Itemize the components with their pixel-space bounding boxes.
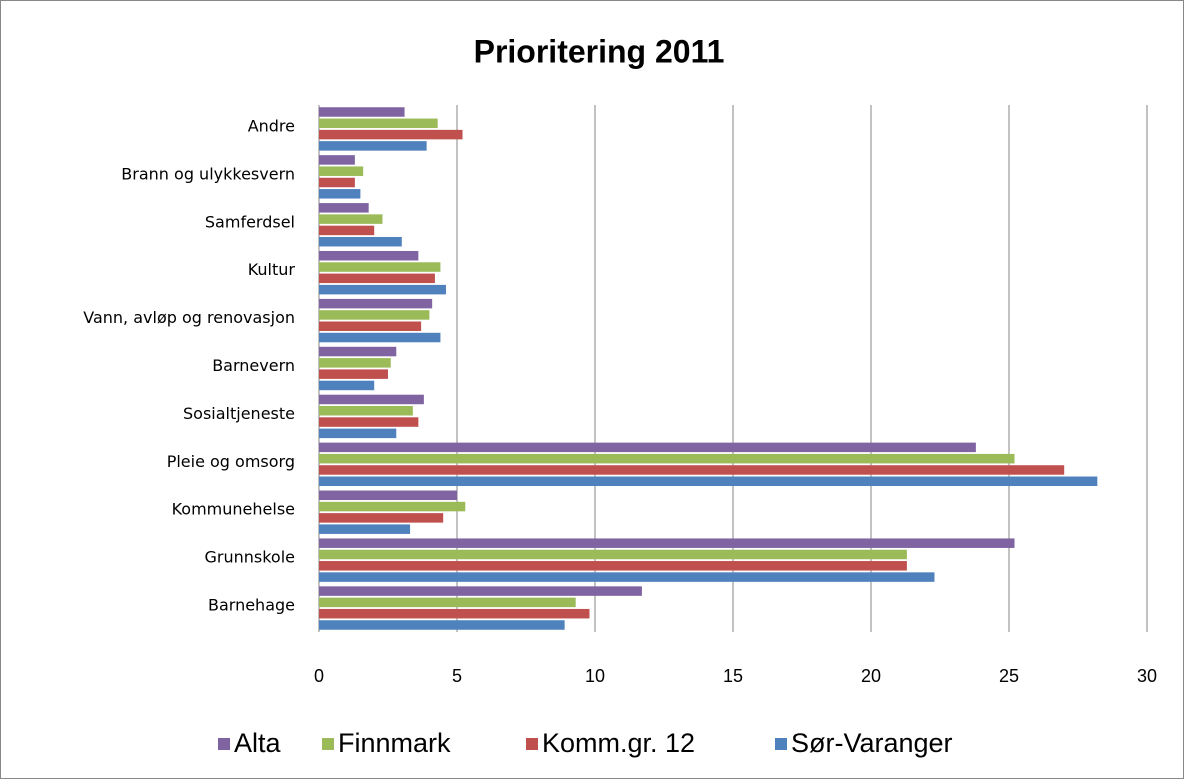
bar (319, 417, 419, 427)
bar (319, 586, 642, 596)
bar (319, 380, 375, 391)
legend-label: Alta (234, 728, 282, 758)
bar (319, 428, 397, 439)
bar (319, 225, 375, 236)
bar (319, 273, 435, 284)
bar (319, 608, 590, 619)
bar (319, 129, 463, 140)
bar (319, 107, 405, 117)
bar (319, 203, 369, 213)
x-tick-label: 5 (452, 666, 462, 686)
y-tick-label: Barnehage (208, 596, 295, 615)
bar (319, 476, 1098, 487)
y-tick-label: Samferdsel (205, 212, 295, 231)
x-tick-label: 10 (585, 666, 605, 686)
bar (319, 369, 388, 379)
bar (319, 118, 438, 129)
bar (319, 406, 413, 416)
bar (319, 155, 355, 165)
x-tick-label: 0 (314, 666, 324, 686)
bar (319, 214, 383, 224)
y-tick-label: Sosialtjeneste (183, 404, 295, 423)
y-tick-label: Kommunehelse (172, 500, 295, 519)
bar (319, 513, 444, 523)
bar (319, 166, 364, 176)
legend-swatch (322, 738, 334, 750)
bar (319, 332, 441, 343)
y-tick-label: Barnevern (212, 356, 295, 375)
bar (319, 394, 424, 405)
y-tick-label: Kultur (248, 260, 296, 279)
bar (319, 442, 976, 453)
x-tick-label: 15 (723, 666, 743, 686)
bar (319, 490, 457, 501)
legend-swatch (775, 738, 787, 750)
bar (319, 236, 402, 247)
bar (319, 453, 1015, 464)
y-tick-label: Grunnskole (204, 548, 295, 567)
chart-title: Prioritering 2011 (474, 33, 725, 69)
bar (319, 538, 1015, 548)
legend-swatch (526, 738, 538, 750)
legend-label: Sør-Varanger (791, 728, 953, 758)
y-tick-label: Brann og ulykkesvern (121, 164, 295, 183)
bar (319, 549, 907, 560)
legend-label: Finnmark (338, 728, 451, 758)
bar (319, 346, 397, 357)
bar (319, 358, 391, 368)
bar (319, 321, 422, 331)
bar (319, 177, 355, 188)
y-tick-label: Pleie og omsorg (167, 452, 295, 471)
bar (319, 284, 446, 295)
y-tick-label: Vann, avløp og renovasjon (83, 308, 295, 327)
bar (319, 620, 565, 630)
bar (319, 189, 361, 199)
bar (319, 262, 441, 272)
x-tick-label: 30 (1137, 666, 1157, 686)
x-tick-label: 20 (861, 666, 881, 686)
x-tick-label: 25 (999, 666, 1019, 686)
bar (319, 501, 466, 512)
bar (319, 250, 419, 261)
y-tick-label: Andre (248, 116, 295, 135)
legend-label: Komm.gr. 12 (542, 728, 695, 758)
bar (319, 310, 430, 320)
bar (319, 298, 433, 309)
bar (319, 524, 411, 534)
bar (319, 465, 1065, 475)
bar (319, 141, 427, 151)
bar (319, 597, 576, 608)
bar (319, 561, 907, 571)
bar (319, 572, 935, 582)
legend-swatch (218, 738, 230, 750)
